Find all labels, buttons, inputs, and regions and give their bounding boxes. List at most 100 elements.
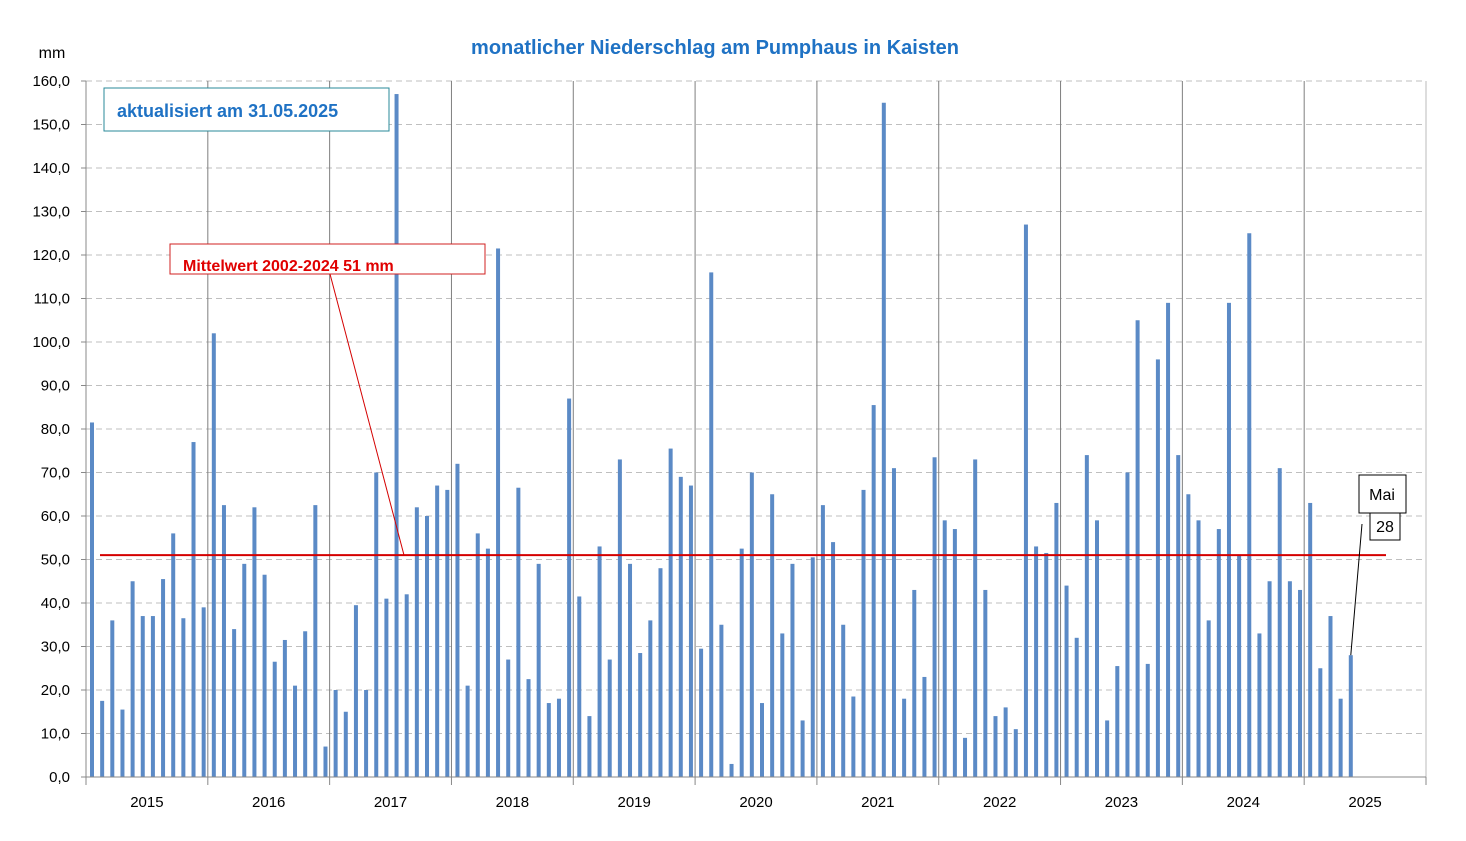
year-label: 2015	[130, 794, 163, 811]
bar	[800, 720, 805, 777]
y-tick-label: 160,0	[32, 73, 70, 90]
bar	[516, 487, 521, 777]
bar	[831, 542, 836, 777]
bar	[607, 659, 612, 777]
bar	[790, 563, 795, 777]
bar	[881, 102, 886, 777]
chart-title: monatlicher Niederschlag am Pumphaus in …	[471, 37, 959, 59]
year-label: 2018	[496, 794, 529, 811]
y-tick-label: 130,0	[32, 204, 70, 221]
year-label: 2025	[1348, 794, 1381, 811]
bar	[475, 533, 480, 777]
y-tick-label: 100,0	[32, 334, 70, 351]
bar	[760, 703, 764, 777]
bar	[161, 579, 166, 777]
bar	[871, 405, 876, 777]
bar	[1074, 637, 1079, 777]
bar	[425, 516, 429, 777]
bar	[1155, 359, 1160, 777]
y-tick-label: 120,0	[32, 247, 70, 264]
bar	[1105, 720, 1110, 777]
bar	[1054, 502, 1059, 777]
bar	[1287, 581, 1292, 777]
bar	[221, 505, 226, 777]
bar	[1257, 633, 1262, 777]
mean-label: Mittelwert 2002-2024 51 mm	[183, 258, 394, 275]
bar	[719, 624, 724, 777]
bar	[1308, 502, 1313, 777]
bars	[90, 94, 1353, 778]
bar	[242, 563, 247, 777]
x-axis-year-labels: 2015 2016 2017 2018 2019 2020 2021 2022 2023 2024…	[85, 777, 1427, 811]
year-label: 2022	[983, 794, 1016, 811]
bar	[404, 594, 409, 777]
bar	[252, 507, 257, 777]
bar	[333, 690, 338, 777]
bar	[1267, 581, 1272, 777]
y-tick-label: 10,0	[41, 726, 70, 743]
bar	[1348, 655, 1353, 777]
bar	[993, 716, 998, 777]
bar	[455, 463, 460, 777]
last-month-value: 28	[1376, 519, 1394, 536]
bar	[1023, 224, 1028, 778]
bar	[414, 507, 419, 777]
bar	[303, 631, 308, 777]
bar	[597, 546, 602, 777]
year-label: 2024	[1227, 794, 1260, 811]
y-tick-label: 140,0	[32, 160, 70, 177]
bar	[577, 596, 582, 777]
bar	[1166, 302, 1171, 777]
bar	[709, 272, 714, 777]
bar	[922, 676, 927, 777]
bar	[1125, 472, 1130, 777]
y-axis-unit: mm	[39, 45, 66, 62]
year-label: 2020	[739, 794, 772, 811]
bar	[394, 94, 399, 778]
bar	[313, 505, 318, 777]
bar	[546, 703, 551, 777]
bar	[1338, 698, 1343, 777]
bar	[140, 616, 145, 777]
bar	[191, 442, 196, 777]
bar	[1044, 552, 1049, 777]
year-label: 2021	[861, 794, 894, 811]
bar	[465, 685, 470, 777]
bar	[526, 679, 531, 777]
bar	[323, 746, 328, 777]
mean-annotation: Mittelwert 2002-2024 51 mm	[169, 243, 486, 275]
bar	[678, 476, 683, 777]
last-month-callout: Mai 28	[1350, 474, 1407, 656]
bar	[1034, 546, 1039, 777]
y-tick-label: 20,0	[41, 682, 70, 699]
bar	[1186, 494, 1191, 777]
bar	[1298, 589, 1303, 777]
y-tick-label: 0,0	[49, 769, 70, 786]
bar	[1095, 520, 1099, 777]
bar	[1216, 529, 1221, 777]
bar	[780, 633, 785, 777]
bar	[485, 548, 490, 777]
bar	[1237, 555, 1242, 777]
mean-label-leader	[329, 273, 405, 556]
bar	[282, 639, 287, 777]
bar	[1064, 585, 1069, 777]
bar	[496, 248, 501, 778]
bar	[232, 629, 237, 777]
bar	[374, 472, 379, 777]
bar	[699, 648, 704, 777]
year-label: 2016	[252, 794, 285, 811]
y-tick-label: 110,0	[34, 291, 70, 308]
y-tick-label: 150,0	[32, 117, 70, 134]
y-tick-label: 70,0	[41, 465, 70, 482]
bar	[1115, 666, 1120, 777]
y-tick-label: 90,0	[41, 378, 70, 395]
bar	[810, 557, 815, 777]
bar	[435, 485, 440, 777]
bar	[293, 685, 298, 777]
bar	[364, 690, 369, 777]
bar	[912, 589, 917, 777]
bar	[272, 661, 277, 777]
bar	[1226, 302, 1231, 777]
